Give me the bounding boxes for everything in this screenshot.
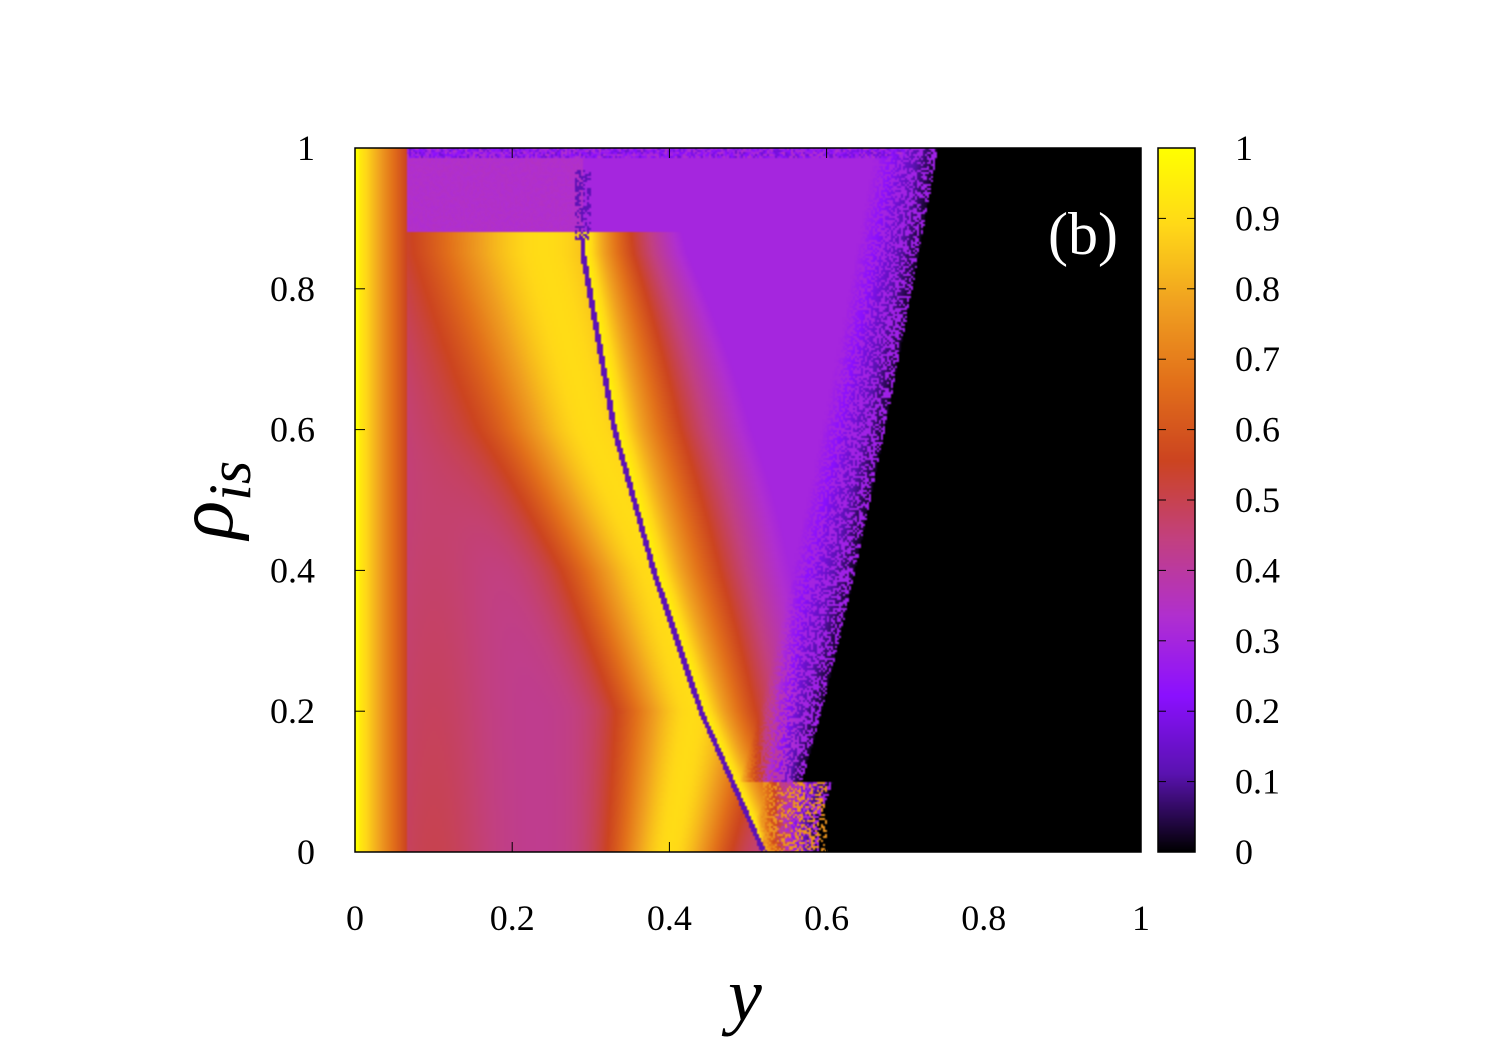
colorbar-tick-label: 0.2 — [1235, 691, 1280, 731]
y-tick-label: 1 — [297, 128, 315, 168]
svg-text:ρis: ρis — [162, 461, 263, 542]
x-tick-label: 1 — [1132, 898, 1150, 938]
colorbar-ticks: 0 0.1 0.2 0.3 0.4 0.5 0.6 0.7 0.8 0.9 1 — [1158, 128, 1280, 872]
y-tick-label: 0.4 — [270, 550, 315, 590]
y-axis-ticks: 0 0.2 0.4 0.6 0.8 1 — [270, 128, 1141, 872]
colorbar-tick-label: 0 — [1235, 832, 1253, 872]
colorbar-tick-label: 0.8 — [1235, 269, 1280, 309]
panel-label: (b) — [1048, 201, 1118, 267]
x-tick-label: 0 — [346, 898, 364, 938]
x-axis-title: y — [721, 953, 762, 1037]
x-tick-label: 0.8 — [961, 898, 1006, 938]
colorbar-tick-label: 0.6 — [1235, 410, 1280, 450]
y-tick-label: 0.6 — [270, 410, 315, 450]
colorbar-tick-label: 0.1 — [1235, 762, 1280, 802]
y-tick-label: 0 — [297, 832, 315, 872]
x-tick-label: 0.2 — [490, 898, 535, 938]
heatmap-image — [355, 148, 1141, 852]
y-tick-label: 0.2 — [270, 691, 315, 731]
colorbar-tick-label: 0.7 — [1235, 339, 1280, 379]
colorbar-tick-label: 0.9 — [1235, 198, 1280, 238]
y-axis-title: ρis — [162, 461, 263, 542]
x-tick-label: 0.6 — [804, 898, 849, 938]
colorbar-tick-label: 1 — [1235, 128, 1253, 168]
x-axis-ticks: 0 0.2 0.4 0.6 0.8 1 — [346, 148, 1150, 938]
plot-border — [354, 147, 1142, 853]
colorbar-tick-label: 0.4 — [1235, 550, 1280, 590]
colorbar-tick-label: 0.5 — [1235, 480, 1280, 520]
y-axis-title-subscript: is — [197, 461, 263, 501]
x-tick-label: 0.4 — [647, 898, 692, 938]
colorbar-tick-label: 0.3 — [1235, 621, 1280, 661]
y-tick-label: 0.8 — [270, 269, 315, 309]
y-axis-title-base: ρ — [162, 501, 250, 542]
